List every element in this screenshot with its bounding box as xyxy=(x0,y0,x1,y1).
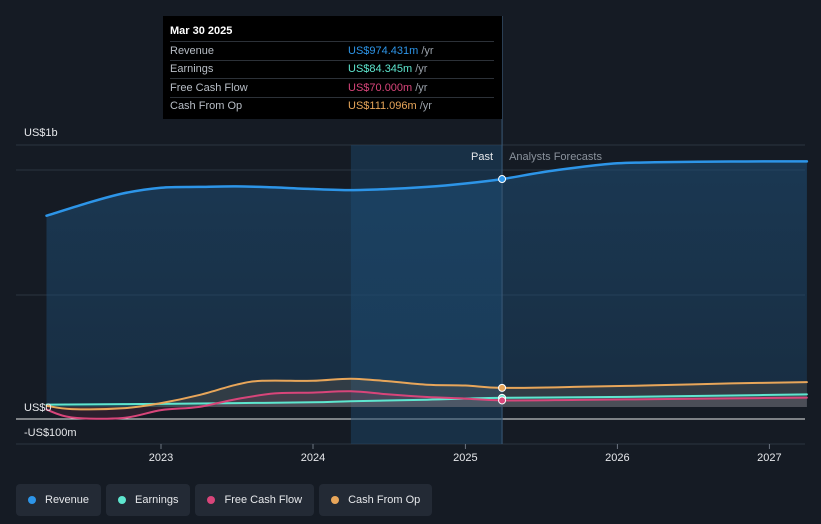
tooltip-unit: /yr xyxy=(421,44,434,57)
line-free-cash-flow xyxy=(45,390,808,420)
legend-dot-icon xyxy=(207,496,216,504)
legend-label: Revenue xyxy=(45,494,90,506)
legend-item-earnings[interactable]: Earnings xyxy=(106,484,191,516)
legend-item-free-cash-flow[interactable]: Free Cash Flow xyxy=(195,484,315,516)
tooltip-row-revenue: Revenue US$974.431m /yr xyxy=(170,41,494,60)
marker-free-cash-flow xyxy=(498,396,507,405)
legend-dot-icon xyxy=(118,496,127,504)
tooltip-unit: /yr xyxy=(415,63,428,76)
tooltip-unit: /yr xyxy=(415,81,428,94)
series-lines xyxy=(45,160,809,420)
line-cash-from-op xyxy=(45,377,808,411)
area-revenue xyxy=(46,161,807,407)
tooltip-value: US$84.345m xyxy=(348,63,413,76)
legend-item-revenue[interactable]: Revenue xyxy=(16,484,102,516)
area-free-cash-flow xyxy=(46,391,807,419)
forecast-label: Analysts Forecasts xyxy=(509,151,602,163)
legend: Revenue Earnings Free Cash Flow Cash Fro… xyxy=(16,484,433,516)
x-tick-label: 2025 xyxy=(453,452,477,464)
x-tick-label: 2023 xyxy=(149,452,173,464)
x-tick-label: 2026 xyxy=(605,452,629,464)
legend-dot-icon xyxy=(28,496,36,504)
past-label: Past xyxy=(471,151,493,163)
divider-markers xyxy=(498,175,507,405)
tooltip-label: Free Cash Flow xyxy=(170,81,248,94)
y-axis-label: US$1b xyxy=(24,127,58,139)
tooltip-row-free-cash-flow: Free Cash Flow US$70.000m /yr xyxy=(170,78,494,97)
legend-label: Free Cash Flow xyxy=(224,494,303,506)
x-tick-label: 2027 xyxy=(757,452,781,464)
tooltip-value: US$111.096m xyxy=(348,100,417,113)
tooltip-label: Earnings xyxy=(170,63,214,76)
tooltip-label: Revenue xyxy=(170,44,215,57)
legend-label: Cash From Op xyxy=(348,494,421,506)
tooltip-value: US$70.000m xyxy=(348,81,413,94)
tooltip-value: US$974.431m xyxy=(348,44,419,57)
tooltip-label: Cash From Op xyxy=(170,100,243,113)
tooltip-unit: /yr xyxy=(419,100,432,113)
y-axis-label: -US$100m xyxy=(24,427,77,439)
tooltip-row-cash-from-op: Cash From Op US$111.096m /yr xyxy=(170,96,494,116)
legend-dot-icon xyxy=(331,496,340,504)
tooltip: Mar 30 2025 Revenue US$974.431m /yr Earn… xyxy=(163,16,502,119)
tooltip-date: Mar 30 2025 xyxy=(170,25,233,37)
legend-label: Earnings xyxy=(135,494,179,506)
tooltip-row-earnings: Earnings US$84.345m /yr xyxy=(170,59,494,79)
legend-item-cash-from-op[interactable]: Cash From Op xyxy=(319,484,433,516)
marker-cash-from-op xyxy=(498,383,507,392)
x-axis-ticks: 2023 2024 2025 2026 2027 xyxy=(149,444,782,464)
line-revenue xyxy=(45,160,809,217)
y-axis-labels: US$1b US$0 -US$100m xyxy=(24,127,77,439)
y-axis-label: US$0 xyxy=(24,402,52,414)
area-fills xyxy=(46,161,807,419)
x-tick-label: 2024 xyxy=(301,452,325,464)
marker-revenue xyxy=(498,175,507,184)
